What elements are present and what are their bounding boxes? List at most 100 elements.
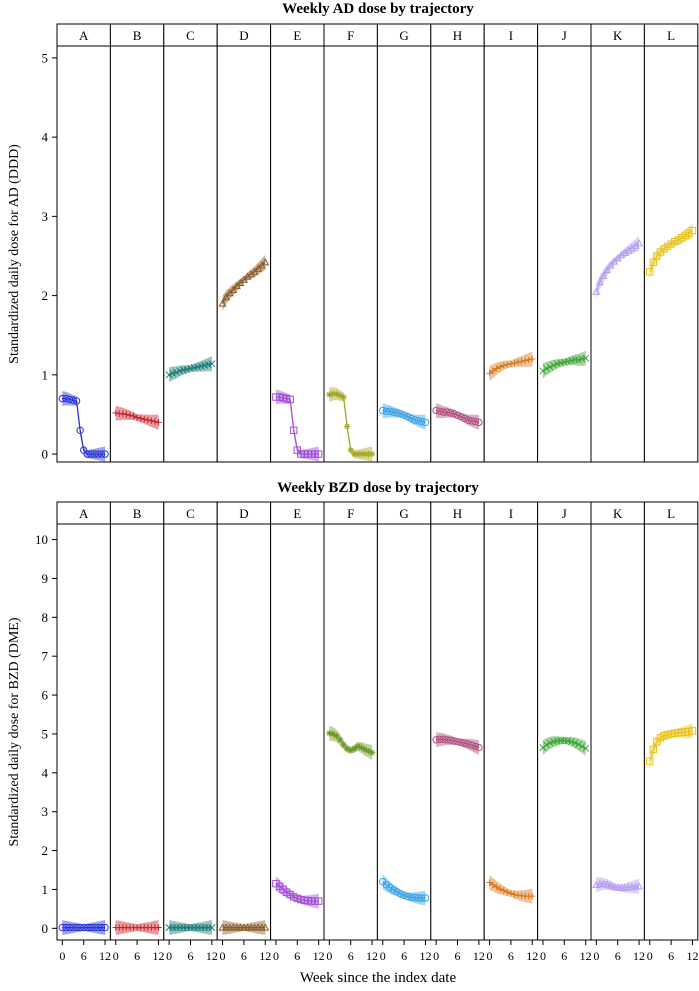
y-tick-label: 5 [42,50,49,65]
data-point [411,416,419,424]
panel-c: C [163,23,218,463]
x-tick-label: 12 [526,949,538,963]
panel-f: F 0 6 12 [323,501,378,963]
x-tick-label: 0 [540,949,546,963]
data-point [468,417,476,425]
data-point [460,414,469,423]
data-point [539,743,547,752]
data-point [361,746,369,753]
data-point [400,411,408,419]
x-tick-label: 6 [615,949,621,963]
panel-label: L [667,28,675,43]
data-point [343,745,351,752]
x-tick-label: 12 [633,949,645,963]
panel-frame [216,523,272,941]
y-tick-label: 8 [42,610,49,625]
y-tick-label: 4 [42,130,49,145]
data-point [411,893,419,902]
data-point [436,735,444,744]
x-tick-label: 0 [487,949,493,963]
confidence-band [542,350,586,379]
data-point [87,450,95,458]
data-point [208,924,216,932]
x-tick-label: 0 [113,949,119,963]
data-point [112,409,119,417]
data-point [649,745,657,754]
data-point [646,268,654,276]
data-point [126,412,134,419]
panel-e: E [270,23,325,463]
series-line [596,883,640,889]
data-point [97,450,106,458]
confidence-band [329,725,373,761]
y-tick-label: 2 [42,843,49,858]
data-point [326,729,333,737]
data-point [165,371,173,379]
data-point [599,879,608,888]
y-tick-label: 5 [42,726,49,741]
x-tick-label: 12 [366,949,378,963]
data-point [453,411,462,419]
data-point [172,368,180,377]
x-tick-label: 6 [668,949,674,963]
panel-label: A [79,506,89,521]
x-tick-label: 6 [561,949,567,963]
data-point [475,418,483,427]
data-point [450,737,458,745]
chart-title: Weekly BZD dose by trajectory [277,480,479,496]
panel-label: F [347,28,354,43]
panel-frame [323,45,378,463]
data-point [65,395,74,404]
data-point [500,362,507,369]
x-tick-label: 0 [220,949,226,963]
data-point [688,727,697,735]
data-point [101,450,109,458]
data-point [486,370,493,377]
data-point [347,446,354,454]
confidence-band [596,235,640,300]
data-point [574,740,583,748]
data-point [542,364,551,373]
panel-d: D 0 6 12 [216,501,272,963]
data-point [379,406,387,415]
data-point [599,271,608,279]
x-tick-label: 12 [206,949,218,963]
data-point [62,394,70,403]
panel-k: K 0 6 12 [590,501,645,963]
data-point [582,354,590,362]
panel-frame [643,45,699,463]
panel-label: A [79,28,89,43]
data-point [602,266,612,274]
data-point [80,923,88,932]
panel-b: B 0 6 12 [109,501,165,963]
data-point [365,450,372,458]
panel-label: C [186,28,195,43]
data-point [486,879,493,886]
data-point [624,246,633,254]
data-point [69,923,77,932]
data-point [358,744,365,751]
data-point [504,361,511,368]
data-point [396,890,405,898]
data-point [340,741,347,749]
data-point [155,924,162,931]
panel-label: J [562,506,567,521]
data-point [83,450,91,458]
data-point [620,248,629,256]
data-point [453,738,462,746]
y-axis-label: Standardized daily dose for BZD (DME) [7,617,22,846]
y-tick-label: 3 [42,804,49,819]
data-point [261,258,270,266]
data-point [133,414,141,421]
data-point [504,888,511,896]
panel-frame [109,523,165,941]
data-point [464,416,472,424]
panel-h: H [430,23,485,463]
data-point [144,416,151,424]
data-point [489,367,497,375]
data-point [414,894,423,902]
panel-frame [590,523,645,941]
x-tick-label: 12 [419,949,431,963]
series-line [221,261,266,304]
data-point [94,450,102,458]
